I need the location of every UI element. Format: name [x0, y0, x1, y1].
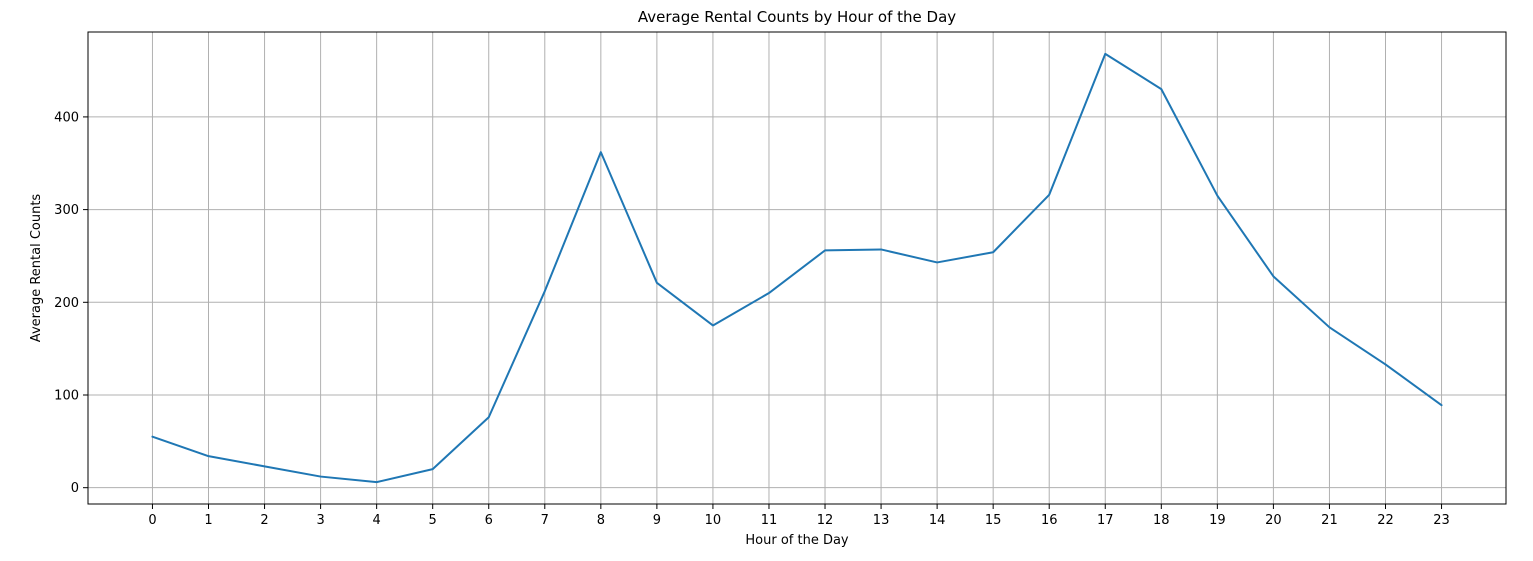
data-point: [1327, 325, 1332, 330]
data-point: [430, 467, 435, 472]
x-tick-label: 6: [485, 513, 493, 528]
data-point: [1383, 362, 1388, 367]
y-tick-label: 200: [54, 296, 79, 311]
data-point: [1215, 193, 1220, 198]
data-point: [823, 248, 828, 253]
data-series: [150, 51, 1444, 485]
x-tick-label: 1: [204, 513, 212, 528]
data-point: [374, 480, 379, 485]
x-tick-label: 22: [1377, 513, 1394, 528]
data-point: [766, 291, 771, 296]
y-tick-label: 400: [54, 110, 79, 125]
data-point: [1271, 274, 1276, 279]
data-point: [598, 150, 603, 155]
y-axis-title: Average Rental Counts: [29, 194, 44, 343]
data-point: [1047, 192, 1052, 197]
plot-area-frame: [87, 31, 1507, 505]
x-tick-label: 19: [1209, 513, 1226, 528]
x-tick-label: 13: [873, 513, 890, 528]
data-point: [991, 250, 996, 255]
x-tick-label: 12: [817, 513, 834, 528]
x-tick-label: 4: [373, 513, 381, 528]
x-tick-label: 15: [985, 513, 1002, 528]
data-point: [710, 323, 715, 328]
x-tick-label: 21: [1321, 513, 1338, 528]
data-point: [486, 415, 491, 420]
data-point: [542, 289, 547, 294]
data-point: [935, 260, 940, 265]
x-tick-label: 16: [1041, 513, 1058, 528]
data-point: [1439, 403, 1444, 408]
axis-ticks: 0 1 2 3 4 5 6 7 8 9 10 11 12 13 14 15 16 17 18 19 20 21 22 2301…: [54, 110, 1450, 528]
series-line: [151, 52, 1443, 484]
x-tick-label: 8: [597, 513, 605, 528]
x-tick-label: 11: [761, 513, 778, 528]
x-tick-label: 10: [705, 513, 722, 528]
x-tick-label: 18: [1153, 513, 1170, 528]
x-tick-label: 20: [1265, 513, 1282, 528]
data-point: [262, 464, 267, 469]
y-tick-label: 300: [54, 203, 79, 218]
x-tick-label: 3: [316, 513, 324, 528]
data-point: [879, 247, 884, 252]
x-axis-title: Hour of the Day: [745, 533, 849, 548]
grid-lines: [88, 32, 1506, 504]
x-tick-label: 5: [429, 513, 437, 528]
data-point: [150, 434, 155, 439]
data-point: [206, 454, 211, 459]
x-tick-label: 23: [1433, 513, 1450, 528]
data-point: [654, 280, 659, 285]
x-tick-label: 0: [148, 513, 156, 528]
y-tick-label: 0: [71, 481, 79, 496]
x-tick-label: 2: [260, 513, 268, 528]
data-point: [318, 474, 323, 479]
data-point: [1159, 87, 1164, 92]
y-tick-label: 100: [54, 388, 79, 403]
x-tick-label: 14: [929, 513, 946, 528]
x-tick-label: 9: [653, 513, 661, 528]
x-tick-label: 17: [1097, 513, 1114, 528]
chart-title: Average Rental Counts by Hour of the Day: [638, 8, 956, 26]
data-point: [1103, 51, 1108, 56]
x-tick-label: 7: [541, 513, 549, 528]
